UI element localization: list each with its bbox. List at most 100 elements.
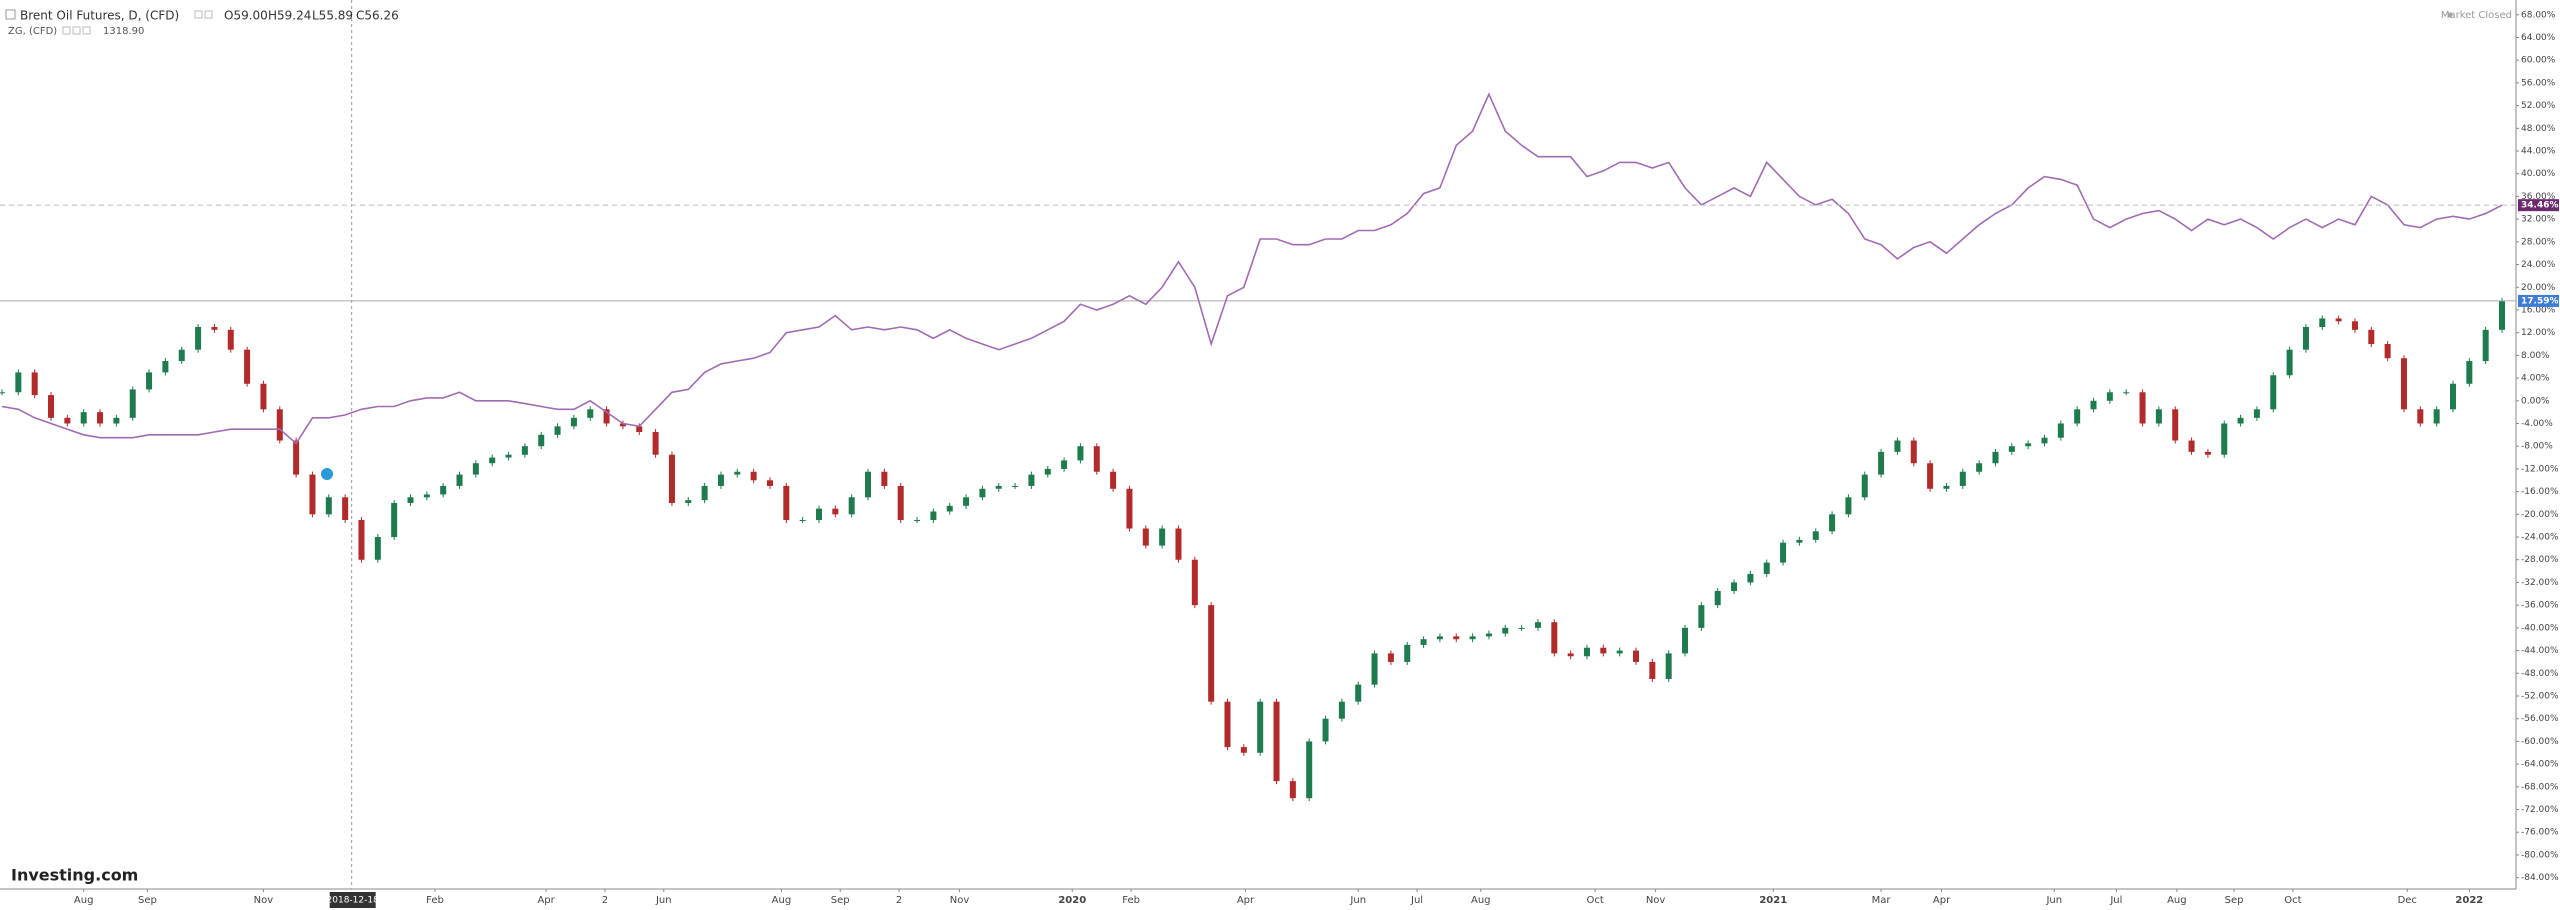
x-tick-label: Aug	[74, 895, 94, 906]
event-icon[interactable]	[321, 468, 333, 480]
candle	[1747, 573, 1754, 583]
y-tick-label: -40.00%	[2521, 623, 2559, 633]
last-quote: 1318.90	[103, 26, 144, 37]
settings-icon[interactable]	[72, 26, 81, 35]
candle	[505, 454, 512, 458]
y-tick-label: 12.00%	[2521, 328, 2556, 338]
y-tick-label: 8.00%	[2521, 351, 2550, 361]
x-tick-label: Jun	[1349, 895, 1366, 906]
settings-icon[interactable]	[194, 10, 203, 19]
x-tick-label: Feb	[426, 895, 444, 906]
candle	[2286, 349, 2293, 376]
candle	[1698, 605, 1705, 628]
candle	[325, 497, 332, 515]
candle	[1763, 562, 1770, 574]
candle	[2253, 409, 2260, 418]
candle	[1665, 653, 1672, 679]
candle	[48, 395, 55, 418]
candle	[129, 389, 136, 418]
candle	[1567, 653, 1574, 657]
candle	[881, 471, 888, 486]
candle	[701, 485, 708, 501]
candle	[178, 349, 185, 362]
candle	[2172, 409, 2179, 441]
candle	[1845, 497, 1852, 515]
candle	[995, 485, 1002, 489]
candle	[1878, 451, 1885, 475]
y-tick-label: 28.00%	[2521, 237, 2556, 247]
collapse-icon[interactable]	[5, 9, 16, 20]
candle	[1142, 528, 1149, 546]
settings-icon[interactable]	[62, 26, 71, 35]
candle	[1959, 471, 1966, 486]
candle	[1191, 559, 1198, 606]
x-tick-label: Jun	[2045, 895, 2062, 906]
y-tick-label: 52.00%	[2521, 101, 2556, 111]
settings-icon[interactable]	[204, 10, 213, 19]
candle	[1093, 446, 1100, 472]
candle	[1600, 647, 1607, 654]
candle	[2057, 423, 2064, 438]
candle	[2400, 358, 2407, 410]
candle	[342, 497, 349, 521]
candle	[2188, 440, 2195, 452]
candle	[391, 502, 398, 538]
candle	[2270, 375, 2277, 410]
market-status: Market Closed	[2441, 10, 2512, 21]
candle	[1812, 531, 1819, 540]
candle	[2204, 451, 2211, 455]
y-tick-label: -32.00%	[2521, 578, 2559, 588]
candle	[2351, 321, 2358, 330]
candle	[668, 454, 675, 503]
candle	[1338, 701, 1345, 719]
x-tick-label: 2020	[1058, 895, 1086, 906]
candle	[162, 361, 169, 373]
candle	[1714, 590, 1721, 606]
candle	[358, 520, 365, 560]
x-tick-label: Jun	[655, 895, 672, 906]
candle	[1583, 647, 1590, 657]
y-tick-label: 24.00%	[2521, 260, 2556, 270]
y-tick-label: -64.00%	[2521, 760, 2559, 770]
candle	[2368, 329, 2375, 345]
status-dot	[2447, 12, 2453, 18]
candle	[1992, 451, 1999, 464]
x-tick-label: Sep	[2225, 895, 2244, 906]
candle	[374, 537, 381, 560]
ohlc-high: H59.24	[268, 9, 311, 23]
plot-area	[0, 0, 2517, 890]
candle	[619, 423, 626, 427]
last-label: 34.46%	[2521, 201, 2559, 211]
candle	[276, 409, 283, 441]
candle	[1633, 650, 1639, 662]
candle	[1257, 701, 1264, 753]
candle	[2025, 443, 2032, 447]
candle	[1682, 627, 1689, 654]
y-tick-label: -52.00%	[2521, 691, 2559, 701]
series-title: ZG, (CFD)	[8, 26, 57, 37]
candle	[750, 471, 757, 481]
candle	[64, 417, 71, 424]
candle	[717, 474, 724, 486]
candle	[2008, 446, 2015, 452]
y-tick-label: 40.00%	[2521, 169, 2556, 179]
candle	[2499, 300, 2506, 330]
candle	[1110, 471, 1117, 489]
candle	[2417, 409, 2424, 424]
candle	[0, 392, 5, 394]
x-tick-label: Nov	[1646, 895, 1666, 906]
y-tick-label: -60.00%	[2521, 737, 2559, 747]
candle	[2302, 326, 2309, 350]
candle	[1861, 474, 1868, 498]
candle	[309, 474, 316, 515]
candle	[1077, 446, 1084, 461]
candle	[2466, 361, 2473, 384]
settings-icon[interactable]	[82, 26, 91, 35]
candle	[1551, 622, 1558, 654]
candle	[587, 409, 594, 418]
y-tick-label: -12.00%	[2521, 464, 2559, 474]
candle	[15, 372, 22, 393]
x-tick-label: 2	[896, 895, 902, 906]
y-tick-label: 0.00%	[2521, 396, 2550, 406]
